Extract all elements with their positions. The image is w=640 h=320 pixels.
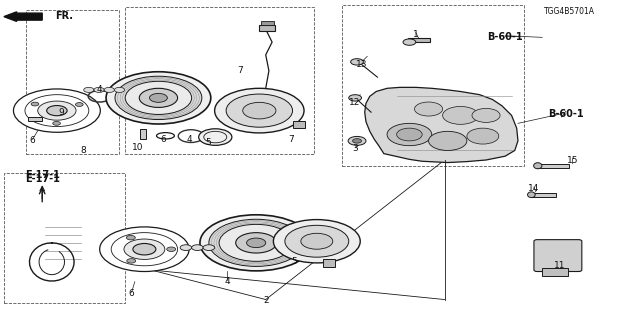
Text: 3: 3 <box>352 144 358 153</box>
Text: 4: 4 <box>97 85 102 94</box>
Text: B-60-1: B-60-1 <box>488 32 523 42</box>
Circle shape <box>47 106 67 116</box>
Bar <box>323 259 335 267</box>
Bar <box>261 21 274 25</box>
Text: 10: 10 <box>132 143 144 152</box>
Circle shape <box>351 59 364 65</box>
Circle shape <box>198 129 232 145</box>
Text: 5: 5 <box>205 138 211 147</box>
FancyBboxPatch shape <box>534 240 582 271</box>
Circle shape <box>150 93 168 102</box>
Text: 1: 1 <box>413 30 419 39</box>
Bar <box>259 25 275 31</box>
Text: 11: 11 <box>554 261 565 270</box>
Circle shape <box>100 227 189 271</box>
Bar <box>26 10 119 154</box>
Text: E-17-1: E-17-1 <box>25 174 60 184</box>
Circle shape <box>236 233 276 253</box>
Text: FR.: FR. <box>55 11 73 21</box>
Text: 6: 6 <box>129 289 134 298</box>
Bar <box>531 193 556 197</box>
Circle shape <box>125 81 191 115</box>
Bar <box>28 117 42 121</box>
Circle shape <box>115 76 202 120</box>
Bar <box>4 173 125 303</box>
Circle shape <box>106 72 211 124</box>
Circle shape <box>200 215 312 271</box>
Circle shape <box>104 87 115 92</box>
Text: 2: 2 <box>263 296 269 305</box>
Circle shape <box>214 88 304 133</box>
Bar <box>342 5 524 166</box>
Circle shape <box>13 89 100 132</box>
Circle shape <box>140 88 177 108</box>
Bar <box>125 7 314 154</box>
Text: 13: 13 <box>356 60 367 69</box>
Text: 7: 7 <box>237 66 243 75</box>
Text: 15: 15 <box>566 156 578 164</box>
Circle shape <box>76 103 83 107</box>
Text: 12: 12 <box>349 98 361 107</box>
Circle shape <box>84 87 94 92</box>
Circle shape <box>94 87 104 92</box>
Circle shape <box>191 245 203 251</box>
Bar <box>408 38 431 42</box>
Circle shape <box>180 245 191 251</box>
Circle shape <box>415 102 443 116</box>
Circle shape <box>429 131 467 150</box>
Circle shape <box>126 236 135 240</box>
Circle shape <box>348 136 366 145</box>
Circle shape <box>167 247 175 252</box>
Circle shape <box>124 239 165 260</box>
Circle shape <box>387 123 432 146</box>
Text: 4: 4 <box>186 135 192 144</box>
Circle shape <box>467 128 499 144</box>
Circle shape <box>472 108 500 123</box>
Text: TGG4B5701A: TGG4B5701A <box>543 7 595 16</box>
Circle shape <box>133 244 156 255</box>
Circle shape <box>219 224 293 261</box>
Circle shape <box>115 87 125 92</box>
Circle shape <box>31 102 39 106</box>
Circle shape <box>301 233 333 249</box>
Polygon shape <box>365 87 518 163</box>
Text: 9: 9 <box>58 108 64 117</box>
FancyArrow shape <box>4 12 42 21</box>
Text: 6: 6 <box>29 136 35 145</box>
Text: 8: 8 <box>81 146 86 155</box>
Ellipse shape <box>527 192 535 197</box>
Circle shape <box>548 252 571 263</box>
Bar <box>293 121 305 128</box>
Text: B-60-1: B-60-1 <box>548 109 584 119</box>
Text: 14: 14 <box>528 184 540 193</box>
Text: E-17-1: E-17-1 <box>25 170 60 180</box>
Bar <box>140 129 147 139</box>
Ellipse shape <box>534 163 542 169</box>
Circle shape <box>353 139 362 143</box>
Circle shape <box>209 219 303 267</box>
Bar <box>542 268 568 276</box>
Circle shape <box>226 94 292 127</box>
Circle shape <box>285 225 349 257</box>
Circle shape <box>397 128 422 141</box>
Circle shape <box>273 220 360 263</box>
Text: 4: 4 <box>225 276 230 285</box>
Circle shape <box>443 107 478 124</box>
Text: 6: 6 <box>161 135 166 144</box>
Circle shape <box>403 39 416 45</box>
Text: 5: 5 <box>292 258 298 267</box>
Circle shape <box>349 95 362 101</box>
Circle shape <box>38 101 76 120</box>
Circle shape <box>243 102 276 119</box>
Circle shape <box>127 259 136 263</box>
Bar <box>537 164 569 168</box>
Circle shape <box>52 122 60 125</box>
Circle shape <box>246 238 266 248</box>
Text: 7: 7 <box>289 135 294 144</box>
Circle shape <box>203 245 214 251</box>
